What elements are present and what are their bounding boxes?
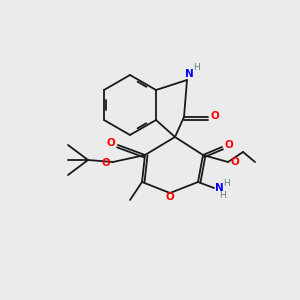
Text: O: O bbox=[225, 140, 233, 150]
Text: N: N bbox=[214, 183, 224, 193]
Text: O: O bbox=[102, 158, 110, 168]
Text: H: H bbox=[224, 179, 230, 188]
Text: O: O bbox=[106, 138, 116, 148]
Text: O: O bbox=[166, 192, 174, 202]
Text: H: H bbox=[194, 64, 200, 73]
Text: N: N bbox=[184, 69, 194, 79]
Text: O: O bbox=[231, 157, 239, 167]
Text: H: H bbox=[219, 191, 225, 200]
Text: O: O bbox=[211, 111, 219, 121]
